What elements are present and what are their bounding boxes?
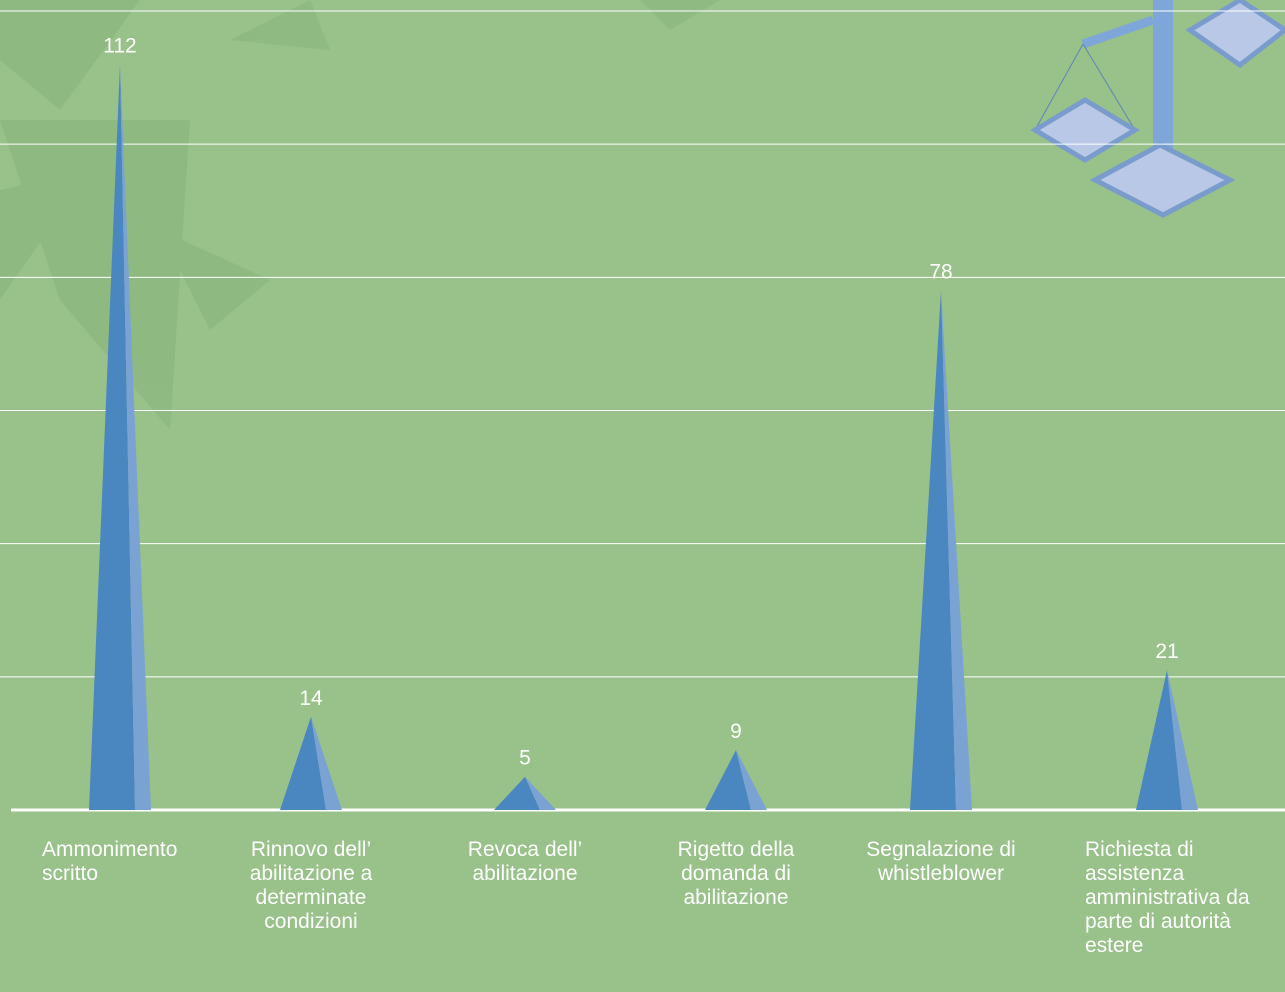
x-tick-label: Rigetto della domanda di abilitazione bbox=[677, 838, 795, 909]
scales-icon bbox=[1030, 0, 1285, 218]
value-label: 78 bbox=[929, 261, 952, 284]
spike bbox=[280, 716, 342, 810]
x-tick-label: Richiesta di assistenza amministrativa d… bbox=[1085, 838, 1250, 957]
x-tick-label: Segnalazione di whistleblower bbox=[866, 838, 1016, 885]
spike bbox=[910, 290, 972, 810]
x-tick-label: Revoca dell’ abilitazione bbox=[467, 838, 583, 885]
spike bbox=[494, 776, 556, 810]
spike bbox=[1136, 670, 1198, 810]
spike bbox=[89, 64, 151, 811]
x-tick-label: Ammonimento scritto bbox=[42, 838, 178, 885]
spike bbox=[705, 750, 767, 810]
value-label: 112 bbox=[103, 34, 136, 57]
value-label: 14 bbox=[299, 687, 323, 710]
value-label: 5 bbox=[519, 747, 531, 770]
value-label: 21 bbox=[1155, 640, 1178, 663]
value-label: 9 bbox=[730, 720, 742, 743]
x-tick-label: Rinnovo dell’ abilitazione a determinate… bbox=[249, 838, 373, 933]
background-decoration bbox=[0, 0, 720, 430]
